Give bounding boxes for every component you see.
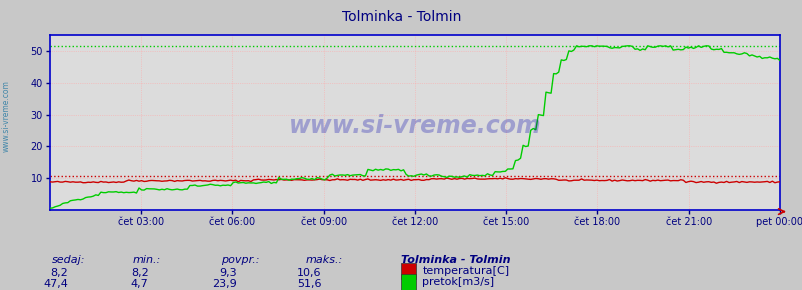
Text: min.:: min.: xyxy=(132,255,160,265)
Text: temperatura[C]: temperatura[C] xyxy=(422,267,508,276)
Text: 51,6: 51,6 xyxy=(296,279,321,289)
Text: 8,2: 8,2 xyxy=(131,268,148,278)
Text: 47,4: 47,4 xyxy=(43,279,68,289)
Text: pretok[m3/s]: pretok[m3/s] xyxy=(422,277,494,287)
Text: www.si-vreme.com: www.si-vreme.com xyxy=(289,114,541,138)
Text: 8,2: 8,2 xyxy=(51,268,68,278)
Text: Tolminka - Tolmin: Tolminka - Tolmin xyxy=(342,10,460,24)
Text: povpr.:: povpr.: xyxy=(221,255,259,265)
Text: www.si-vreme.com: www.si-vreme.com xyxy=(2,80,11,152)
Text: 23,9: 23,9 xyxy=(212,279,237,289)
Text: Tolminka - Tolmin: Tolminka - Tolmin xyxy=(401,255,510,265)
Text: sedaj:: sedaj: xyxy=(52,255,86,265)
Text: 4,7: 4,7 xyxy=(131,279,148,289)
Text: maks.:: maks.: xyxy=(305,255,342,265)
Text: 9,3: 9,3 xyxy=(219,268,237,278)
Text: 10,6: 10,6 xyxy=(296,268,321,278)
